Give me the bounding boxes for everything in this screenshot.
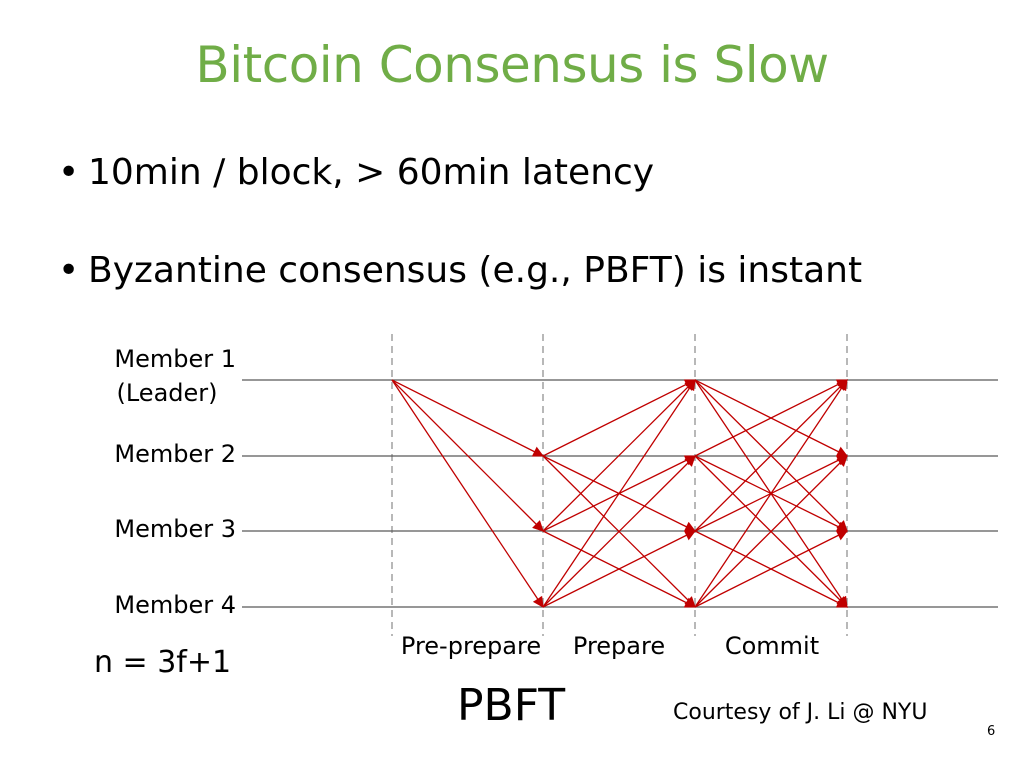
commit-arrow [694, 530, 848, 608]
prepare-arrow [542, 379, 696, 532]
bullet-1-text: 10min / block, > 60min latency [88, 152, 655, 193]
slide-title: Bitcoin Consensus is Slow [195, 36, 829, 94]
phase-label: Prepare [573, 632, 665, 660]
prepare-arrow [542, 455, 696, 608]
replica-formula: n = 3f+1 [94, 645, 232, 680]
bullet-2-text: Byzantine consensus (e.g., PBFT) is inst… [88, 250, 863, 291]
commit-arrow [694, 455, 848, 608]
diagram-caption: PBFT [457, 680, 566, 731]
member-label: Member 4 [114, 591, 236, 619]
member-label: Member 2 [114, 440, 236, 468]
commit-arrow [694, 379, 848, 608]
bullet-1: • 10min / block, > 60min latency [58, 152, 654, 193]
bullet-2: • Byzantine consensus (e.g., PBFT) is ins… [58, 250, 862, 291]
pre-prepare-arrow [391, 379, 544, 532]
phase-label: Pre-prepare [401, 632, 541, 660]
bullet-dot-icon: • [58, 152, 80, 193]
page-number: 6 [987, 724, 996, 739]
member-label: Member 3 [114, 515, 236, 543]
pre-prepare-arrow [391, 379, 544, 457]
member-label: Member 1 [114, 345, 236, 373]
credit-text: Courtesy of J. Li @ NYU [673, 700, 928, 725]
phase-label: Commit [725, 632, 819, 660]
commit-arrow [694, 379, 848, 532]
message-arrows [391, 379, 848, 608]
prepare-arrow [542, 530, 696, 608]
member-sublabel: (Leader) [116, 379, 217, 407]
commit-arrow [694, 379, 848, 457]
bullet-dot-icon: • [58, 250, 80, 291]
prepare-arrow [542, 379, 696, 608]
prepare-arrow [542, 379, 696, 457]
pre-prepare-arrow [391, 379, 544, 608]
